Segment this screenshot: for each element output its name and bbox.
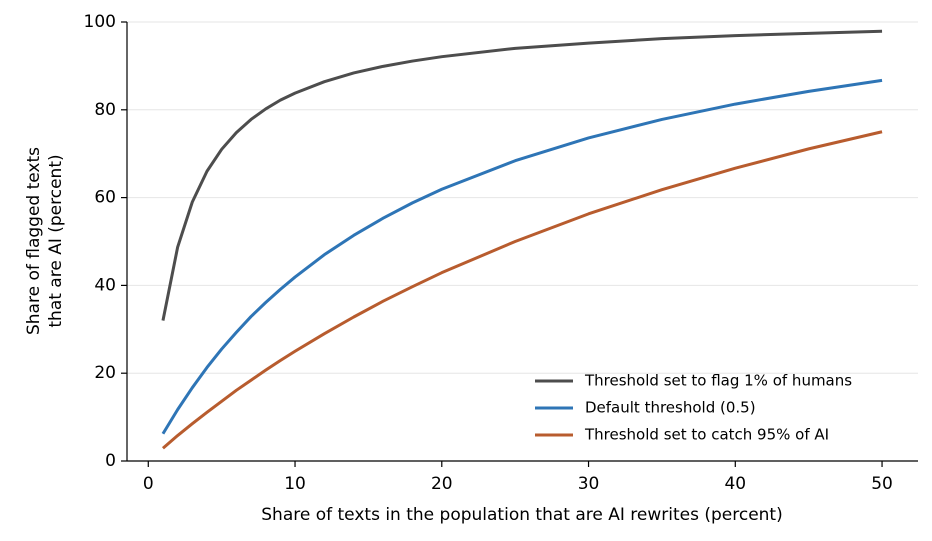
line-series — [161, 29, 883, 321]
x-tick-label: 50 — [871, 474, 893, 494]
x-tick-label: 30 — [578, 474, 600, 494]
y-tick-label: 40 — [94, 275, 116, 295]
x-tick-label: 40 — [724, 474, 746, 494]
legend-label: Threshold set to catch 95% of AI — [584, 426, 829, 444]
line-series — [161, 78, 883, 435]
x-axis-label: Share of texts in the population that ar… — [261, 505, 782, 525]
y-tick-label: 100 — [84, 12, 116, 32]
line-series — [161, 130, 883, 450]
y-axis-label: that are AI (percent) — [46, 154, 66, 327]
y-tick-label: 0 — [105, 451, 116, 471]
x-tick-label: 20 — [431, 474, 453, 494]
legend-label: Threshold set to flag 1% of humans — [584, 372, 852, 390]
x-tick-label: 0 — [143, 474, 154, 494]
y-axis-label: Share of flagged texts — [24, 147, 44, 335]
y-tick-label: 80 — [94, 100, 116, 120]
legend-label: Default threshold (0.5) — [585, 399, 756, 417]
y-tick-label: 60 — [94, 188, 116, 208]
x-tick-label: 10 — [284, 474, 306, 494]
y-tick-label: 20 — [94, 363, 116, 383]
